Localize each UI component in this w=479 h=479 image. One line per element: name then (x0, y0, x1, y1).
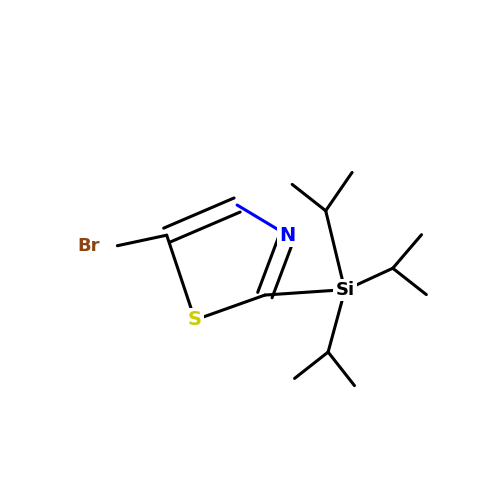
Text: Si: Si (335, 281, 354, 299)
Text: N: N (279, 226, 296, 245)
Text: S: S (188, 310, 202, 330)
Text: Br: Br (78, 237, 100, 255)
